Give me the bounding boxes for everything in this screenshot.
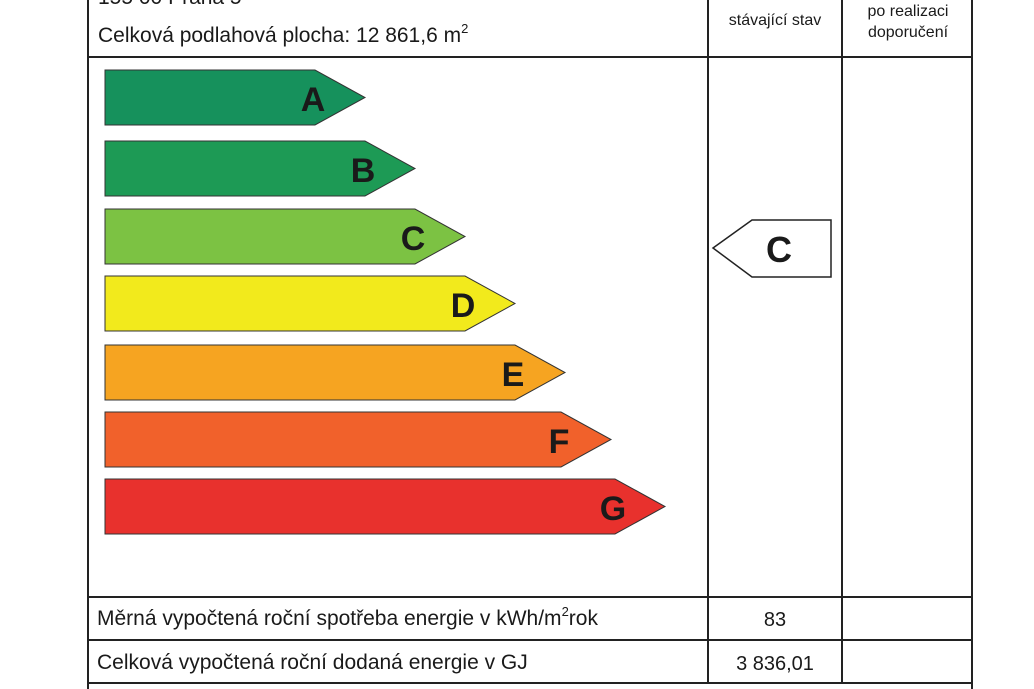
col-current: stávající stav [729,12,821,29]
class-letter: E [502,356,525,394]
address: 155 00 Praha 5 [98,0,242,9]
class-letter: F [549,423,570,461]
class-bar [104,69,367,126]
col-after: doporučení [868,24,949,41]
floor-area: Celková podlahová plocha: 12 861,6 m2 [98,21,468,47]
class-bar [104,208,467,265]
row-value: 83 [764,609,786,631]
class-letter: G [600,490,626,528]
class-bar [104,478,667,535]
class-bar [104,275,517,332]
row-label: Celková vypočtená roční dodaná energie v… [97,651,528,674]
class-bar [104,411,613,468]
class-letter: C [401,220,426,258]
class-bar [104,140,417,197]
row-label: Měrná vypočtená roční spotřeba energie v… [97,604,598,630]
table-lines [87,0,973,689]
class-letter: D [451,287,476,325]
row-value: 3 836,01 [736,653,814,675]
current-indicator [711,219,832,278]
class-bar [104,344,567,401]
class-letter: B [351,152,376,190]
current-class: C [766,229,792,270]
class-letter: A [301,81,326,119]
col-after: po realizaci [868,3,949,20]
